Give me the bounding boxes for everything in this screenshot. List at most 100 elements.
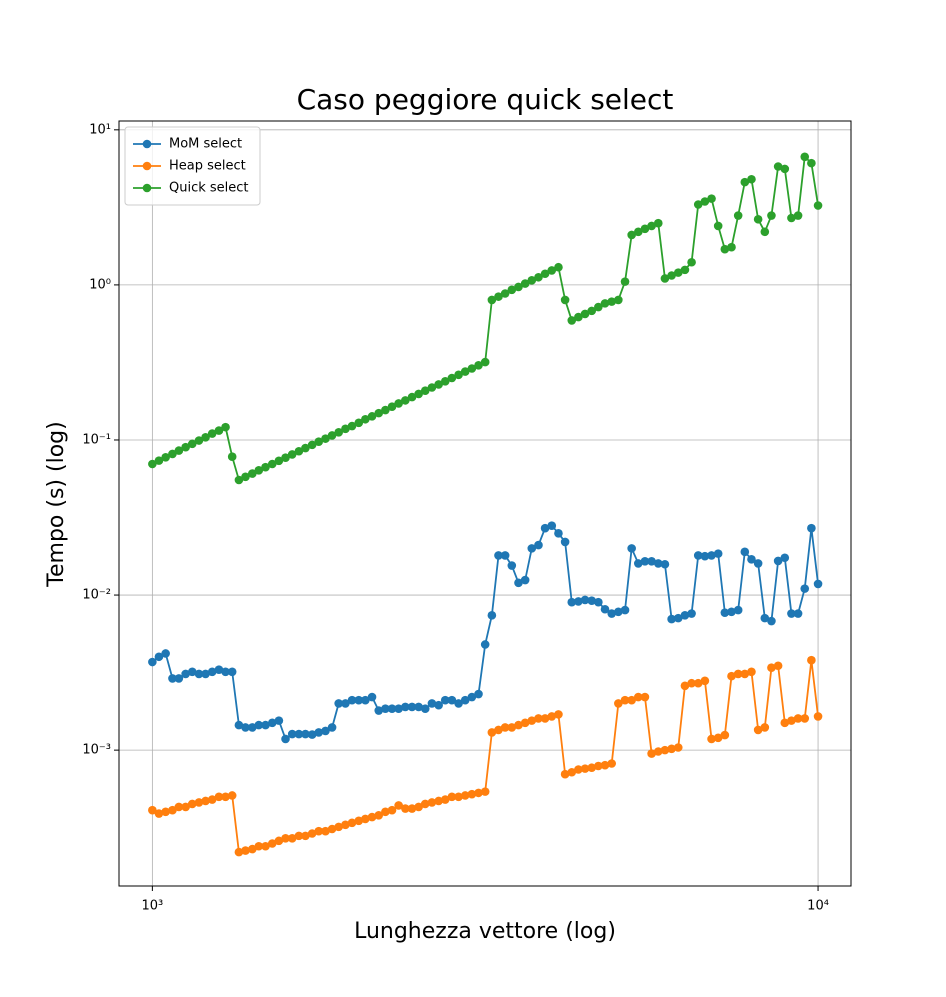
data-point — [647, 557, 656, 566]
data-point — [787, 716, 796, 725]
legend-marker — [142, 183, 152, 193]
data-point — [207, 667, 217, 677]
data-point — [207, 795, 217, 804]
data-point — [440, 695, 450, 705]
data-point — [434, 796, 443, 806]
data-point — [480, 357, 490, 367]
data-point — [221, 667, 230, 677]
data-point — [634, 692, 643, 702]
data-point — [387, 402, 397, 411]
data-point — [800, 714, 810, 723]
data-point — [194, 798, 204, 807]
data-point — [187, 439, 197, 449]
data-point — [567, 316, 577, 325]
data-point — [693, 551, 703, 560]
data-point — [753, 725, 763, 735]
data-point — [540, 714, 550, 723]
data-point — [174, 674, 184, 683]
data-point — [427, 699, 437, 708]
data-point — [693, 200, 703, 209]
data-point — [787, 609, 796, 618]
data-point — [274, 716, 284, 725]
data-point — [227, 667, 237, 677]
data-point — [653, 747, 663, 756]
data-point — [707, 194, 716, 203]
data-point — [214, 665, 224, 675]
data-point — [201, 669, 210, 679]
y-tick-label: 10⁰ — [89, 277, 111, 292]
x-axis-label: Lunghezza vettore (log) — [354, 919, 616, 944]
data-point — [234, 475, 244, 485]
data-point — [727, 607, 736, 617]
data-point — [760, 723, 770, 732]
legend-label: MoM select — [169, 137, 242, 152]
data-point — [168, 449, 177, 459]
data-point — [587, 763, 597, 773]
data-point — [547, 521, 557, 531]
data-point — [241, 723, 250, 732]
legend-box — [124, 126, 261, 206]
data-point — [321, 434, 330, 443]
data-point — [540, 523, 550, 533]
data-point — [254, 720, 264, 730]
data-point — [480, 640, 490, 649]
data-point — [720, 608, 730, 617]
data-point — [201, 433, 210, 442]
data-point — [640, 692, 650, 702]
data-point — [294, 831, 304, 841]
data-point — [261, 720, 270, 730]
data-point — [700, 197, 710, 206]
data-point — [527, 276, 537, 285]
data-point — [580, 309, 590, 319]
data-point — [534, 540, 543, 550]
data-point — [813, 201, 823, 210]
data-point — [460, 695, 470, 705]
data-point — [607, 759, 617, 768]
data-point — [374, 408, 384, 418]
data-point — [487, 611, 497, 620]
data-point — [274, 836, 284, 846]
data-point — [667, 614, 676, 624]
data-point — [447, 792, 457, 802]
data-point — [447, 373, 457, 383]
data-point — [361, 414, 370, 424]
data-point — [480, 787, 490, 796]
data-point — [248, 723, 257, 732]
data-point — [514, 720, 523, 730]
data-point — [807, 655, 816, 665]
data-point — [294, 446, 304, 456]
data-point — [607, 609, 617, 618]
data-point — [387, 805, 397, 815]
data-point — [394, 399, 403, 408]
data-point — [713, 733, 723, 743]
data-point — [221, 422, 230, 432]
data-point — [813, 579, 823, 589]
data-point — [394, 801, 403, 810]
data-point — [713, 549, 723, 558]
data-point — [174, 802, 184, 812]
data-point — [793, 714, 803, 723]
data-point — [161, 807, 170, 817]
data-point — [267, 839, 277, 848]
data-point — [434, 380, 443, 389]
data-point — [487, 728, 497, 737]
data-point — [307, 829, 317, 838]
data-point — [181, 442, 190, 452]
data-point — [767, 663, 776, 673]
data-point — [361, 695, 370, 705]
data-point — [574, 765, 583, 774]
data-point — [534, 714, 543, 723]
data-point — [733, 211, 743, 220]
data-point — [594, 761, 603, 771]
data-point — [227, 452, 237, 462]
data-point — [401, 702, 410, 712]
data-point — [414, 702, 423, 712]
data-point — [407, 392, 417, 402]
data-point — [434, 700, 443, 710]
data-point — [720, 244, 730, 254]
data-point — [307, 730, 317, 739]
data-point — [660, 745, 670, 755]
data-point — [580, 595, 590, 605]
data-point — [600, 760, 610, 770]
data-point — [327, 723, 337, 732]
